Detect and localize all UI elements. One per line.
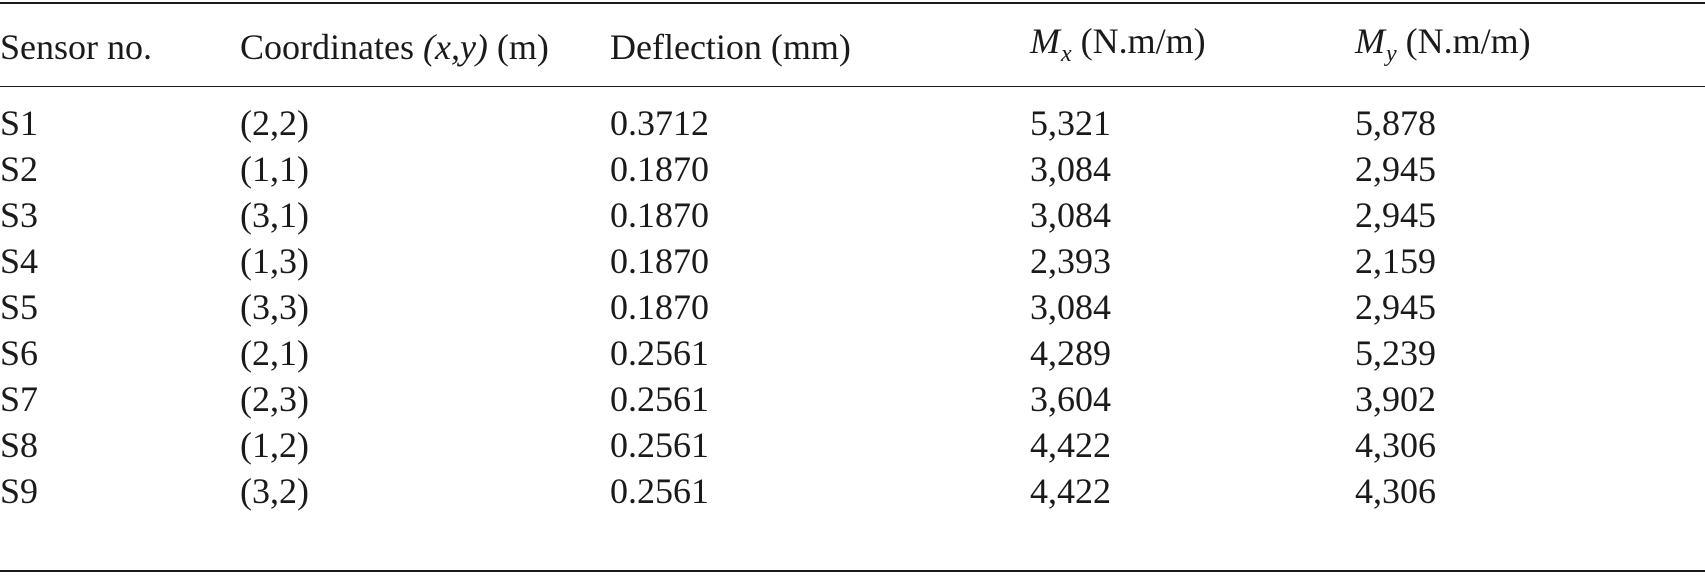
cell-coordinates: (1,1)	[240, 149, 309, 189]
cell-deflection: 0.2561	[610, 425, 709, 465]
cell-coordinates: (2,1)	[240, 333, 309, 373]
cell-deflection: 0.2561	[610, 379, 709, 419]
header-coordinates: Coordinates (x,y) (m)	[240, 0, 610, 92]
table-bottom-rule	[0, 570, 1705, 572]
cell-moment-x: 4,422	[1030, 471, 1111, 511]
cell-moment-y: 3,902	[1355, 379, 1436, 419]
header-coord-prefix: Coordinates	[240, 27, 423, 67]
cell-coordinates: (2,2)	[240, 103, 309, 143]
table-row: S5 (3,3) 0.1870 3,084 2,945	[0, 284, 1705, 330]
header-coord-variables: (x,y)	[422, 27, 488, 67]
header-deflection-label: Deflection (mm)	[610, 27, 851, 67]
header-moment-x: Mx (N.m/m)	[1030, 0, 1355, 92]
table-header: Sensor no. Coordinates (x,y) (m) Deflect…	[0, 0, 1705, 92]
cell-sensor: S7	[0, 379, 39, 419]
header-mx-subscript: x	[1061, 40, 1072, 67]
cell-moment-x: 3,084	[1030, 149, 1111, 189]
cell-deflection: 0.3712	[610, 103, 709, 143]
table-row: S3 (3,1) 0.1870 3,084 2,945	[0, 192, 1705, 238]
header-mx-unit: (N.m/m)	[1071, 20, 1206, 61]
header-my-subscript: y	[1386, 40, 1397, 67]
table-row: S7 (2,3) 0.2561 3,604 3,902	[0, 376, 1705, 422]
cell-moment-x: 3,604	[1030, 379, 1111, 419]
cell-sensor: S2	[0, 149, 39, 189]
cell-sensor: S9	[0, 471, 39, 511]
header-my-unit: (N.m/m)	[1396, 20, 1531, 61]
cell-sensor: S3	[0, 195, 39, 235]
cell-moment-x: 3,084	[1030, 287, 1111, 327]
cell-deflection: 0.1870	[610, 241, 709, 281]
cell-moment-y: 2,159	[1355, 241, 1436, 281]
cell-moment-x: 3,084	[1030, 195, 1111, 235]
table-row: S8 (1,2) 0.2561 4,422 4,306	[0, 422, 1705, 468]
cell-moment-x: 5,321	[1030, 103, 1111, 143]
cell-coordinates: (3,1)	[240, 195, 309, 235]
cell-deflection: 0.2561	[610, 333, 709, 373]
table-row: S1 (2,2) 0.3712 5,321 5,878	[0, 100, 1705, 146]
table-row: S9 (3,2) 0.2561 4,422 4,306	[0, 468, 1705, 514]
cell-coordinates: (1,3)	[240, 241, 309, 281]
table-header-rule	[0, 86, 1705, 87]
table-row: S6 (2,1) 0.2561 4,289 5,239	[0, 330, 1705, 376]
table-top-rule	[0, 2, 1705, 4]
cell-coordinates: (3,2)	[240, 471, 309, 511]
cell-sensor: S6	[0, 333, 39, 373]
table-row: S2 (1,1) 0.1870 3,084 2,945	[0, 146, 1705, 192]
header-spacer	[0, 92, 1705, 100]
cell-sensor: S1	[0, 103, 39, 143]
header-deflection: Deflection (mm)	[610, 0, 1030, 92]
cell-moment-y: 4,306	[1355, 471, 1436, 511]
cell-moment-y: 4,306	[1355, 425, 1436, 465]
cell-moment-y: 2,945	[1355, 195, 1436, 235]
cell-sensor: S5	[0, 287, 39, 327]
cell-deflection: 0.2561	[610, 471, 709, 511]
cell-sensor: S8	[0, 425, 39, 465]
cell-deflection: 0.1870	[610, 149, 709, 189]
cell-moment-x: 4,289	[1030, 333, 1111, 373]
table-body: S1 (2,2) 0.3712 5,321 5,878 S2 (1,1) 0.1870 3,08…	[0, 92, 1705, 514]
cell-moment-y: 2,945	[1355, 287, 1436, 327]
cell-sensor: S4	[0, 241, 39, 281]
header-my-symbol: M	[1355, 20, 1385, 61]
cell-coordinates: (2,3)	[240, 379, 309, 419]
table-row: S4 (1,3) 0.1870 2,393 2,159	[0, 238, 1705, 284]
cell-moment-y: 2,945	[1355, 149, 1436, 189]
cell-coordinates: (1,2)	[240, 425, 309, 465]
cell-moment-x: 4,422	[1030, 425, 1111, 465]
header-mx-symbol: M	[1030, 20, 1060, 61]
sensor-data-table: Sensor no. Coordinates (x,y) (m) Deflect…	[0, 0, 1705, 514]
header-sensor-label: Sensor no.	[0, 27, 152, 67]
cell-deflection: 0.1870	[610, 287, 709, 327]
cell-moment-x: 2,393	[1030, 241, 1111, 281]
cell-moment-y: 5,878	[1355, 103, 1436, 143]
header-moment-y: My (N.m/m)	[1355, 0, 1705, 92]
cell-deflection: 0.1870	[610, 195, 709, 235]
header-sensor-no: Sensor no.	[0, 0, 240, 92]
header-row: Sensor no. Coordinates (x,y) (m) Deflect…	[0, 0, 1705, 92]
cell-coordinates: (3,3)	[240, 287, 309, 327]
header-coord-unit: (m)	[487, 27, 549, 67]
cell-moment-y: 5,239	[1355, 333, 1436, 373]
